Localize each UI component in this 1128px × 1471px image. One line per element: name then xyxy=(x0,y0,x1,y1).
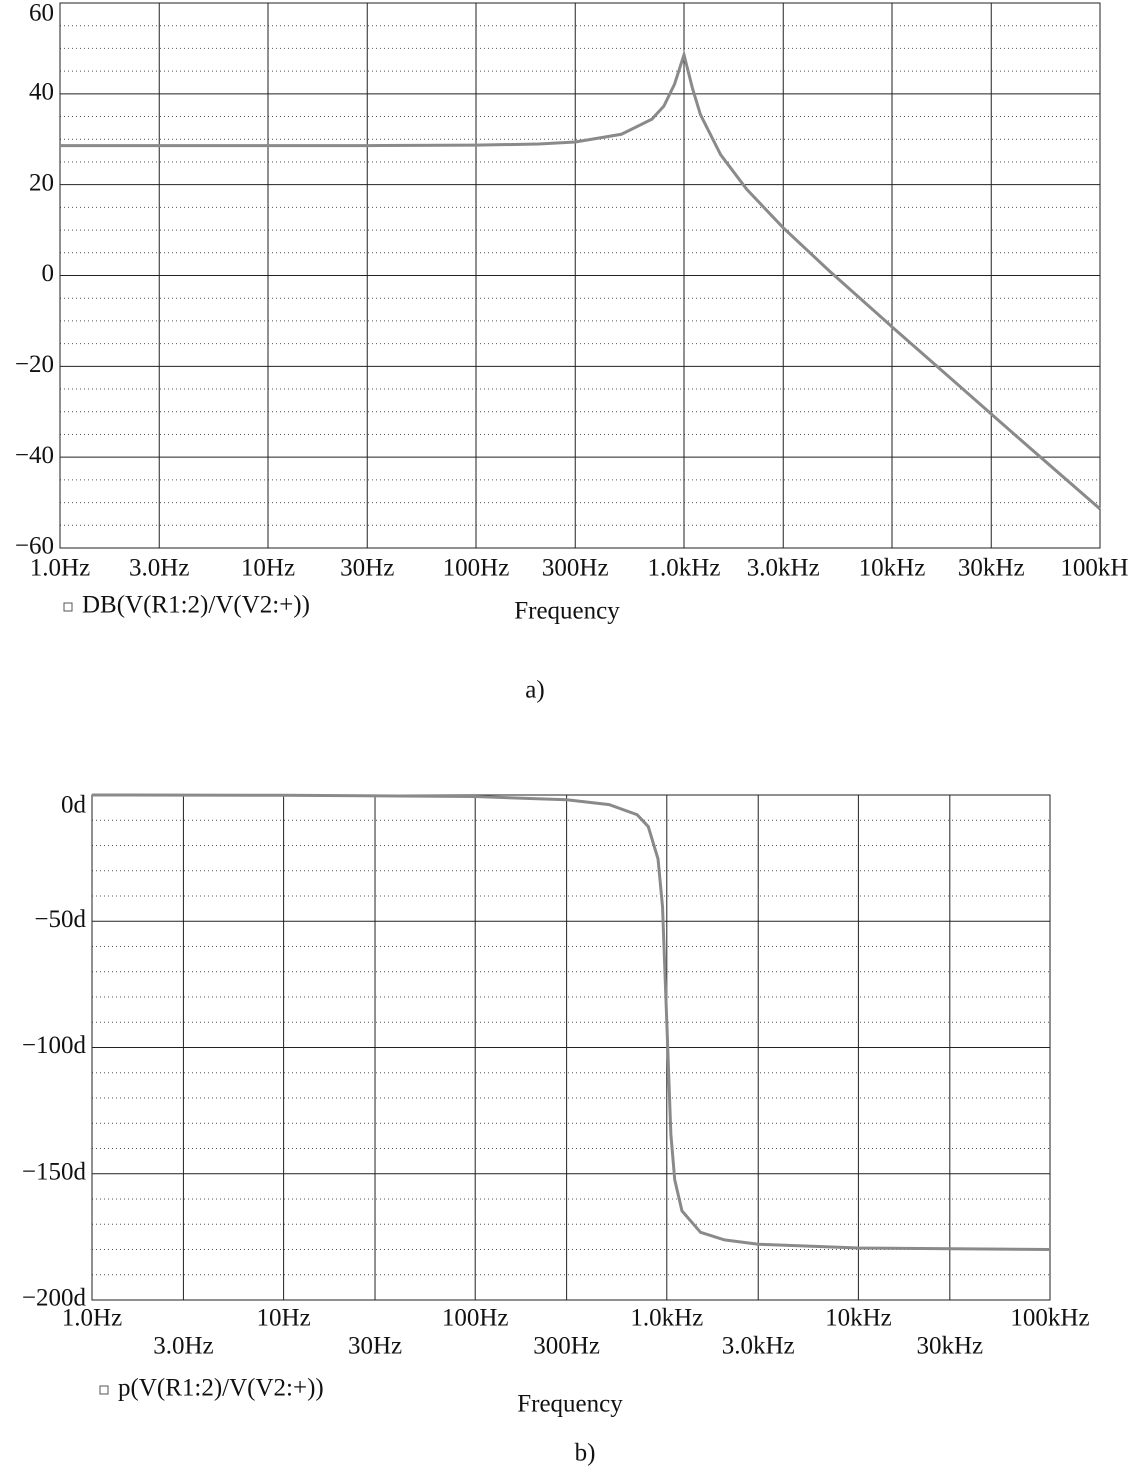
x-tick-label: 1.0kHz xyxy=(630,1305,703,1332)
x-tick-label: 300Hz xyxy=(533,1333,600,1360)
y-tick-label: 40 xyxy=(29,79,54,106)
x-tick-label: 30Hz xyxy=(348,1333,402,1360)
y-tick-label: −40 xyxy=(15,442,54,469)
data-line xyxy=(91,793,1051,1251)
y-tick-label: −100d xyxy=(22,1032,87,1059)
legend-marker xyxy=(63,602,73,612)
legend-marker xyxy=(99,1385,109,1395)
data-line xyxy=(60,49,1101,511)
x-tick-label: 10kHz xyxy=(825,1305,892,1332)
legend-label: DB(V(R1:2)/V(V2:+)) xyxy=(82,592,310,619)
y-tick-label: 60 xyxy=(29,0,54,27)
x-tick-label: 1.0Hz xyxy=(62,1305,122,1332)
y-tick-label: 20 xyxy=(29,169,54,196)
x-tick-label: 100kHz xyxy=(1010,1305,1089,1332)
plot-frame xyxy=(91,794,1051,1301)
x-tick-label: 3.0kHz xyxy=(747,555,820,582)
x-axis-label: Frequency xyxy=(517,1391,623,1418)
x-tick-label: 30Hz xyxy=(340,555,394,582)
x-tick-label: 30kHz xyxy=(958,555,1025,582)
x-tick-label: 3.0kHz xyxy=(722,1333,795,1360)
x-tick-label: 100Hz xyxy=(443,555,510,582)
y-tick-label: −60 xyxy=(15,533,54,560)
x-tick-label: 10Hz xyxy=(241,555,295,582)
x-tick-label: 3.0Hz xyxy=(129,555,189,582)
x-tick-label: 3.0Hz xyxy=(153,1333,213,1360)
x-tick-label: 1.0kHz xyxy=(648,555,721,582)
x-tick-label: 1.0Hz xyxy=(30,555,90,582)
y-tick-label: −150d xyxy=(22,1158,87,1185)
y-tick-label: 0d xyxy=(61,792,87,819)
plot-frame xyxy=(59,2,1101,549)
x-tick-label: 10Hz xyxy=(257,1305,311,1332)
x-tick-label: 100kHz xyxy=(1060,555,1128,582)
caption: a) xyxy=(525,677,544,704)
x-tick-label: 300Hz xyxy=(542,555,609,582)
caption: b) xyxy=(575,1440,596,1467)
y-tick-label: −200d xyxy=(22,1285,87,1312)
y-tick-label: −20 xyxy=(15,351,54,378)
x-axis-label: Frequency xyxy=(514,598,620,625)
legend-label: p(V(R1:2)/V(V2:+)) xyxy=(118,1375,324,1402)
y-tick-label: 0 xyxy=(42,260,55,287)
y-tick-label: −50d xyxy=(34,906,86,933)
x-tick-label: 30kHz xyxy=(916,1333,983,1360)
x-tick-label: 100Hz xyxy=(442,1305,509,1332)
x-tick-label: 10kHz xyxy=(859,555,926,582)
